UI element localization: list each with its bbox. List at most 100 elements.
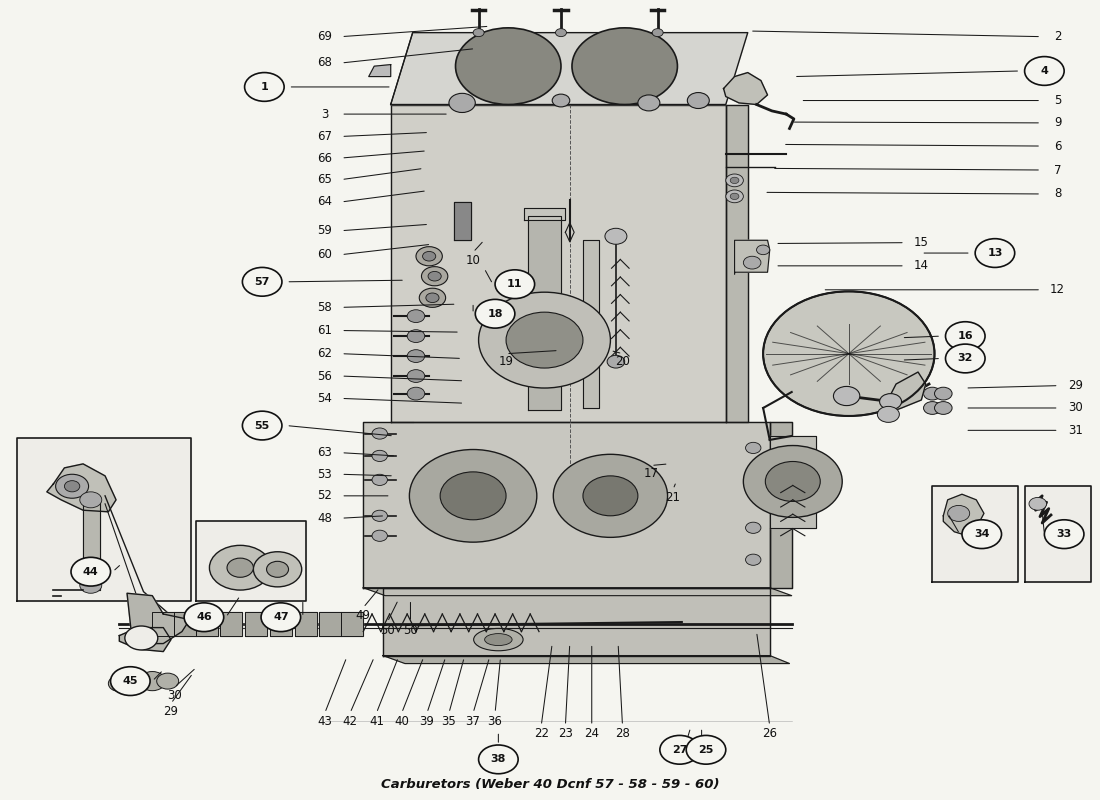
Text: 9: 9: [1054, 116, 1062, 130]
Circle shape: [416, 246, 442, 266]
Text: 57: 57: [254, 277, 270, 287]
Circle shape: [372, 530, 387, 542]
Polygon shape: [770, 436, 816, 528]
Polygon shape: [119, 628, 170, 651]
Text: 24: 24: [584, 727, 600, 740]
Polygon shape: [174, 612, 196, 635]
Text: 2: 2: [1054, 30, 1062, 43]
Text: 58: 58: [318, 301, 332, 314]
Text: 45: 45: [122, 676, 139, 686]
Text: 68: 68: [317, 57, 332, 70]
Text: 44: 44: [82, 566, 99, 577]
Circle shape: [556, 29, 566, 37]
Circle shape: [962, 520, 1001, 549]
Text: 50: 50: [403, 623, 418, 637]
Polygon shape: [383, 588, 770, 655]
Polygon shape: [528, 216, 561, 410]
Circle shape: [372, 474, 387, 486]
Circle shape: [261, 603, 300, 631]
Polygon shape: [880, 372, 926, 416]
Text: 65: 65: [317, 173, 332, 186]
Polygon shape: [770, 422, 792, 588]
Circle shape: [976, 238, 1014, 267]
Circle shape: [65, 481, 80, 492]
Circle shape: [638, 95, 660, 111]
Circle shape: [56, 474, 89, 498]
Text: 55: 55: [254, 421, 270, 430]
Text: 20: 20: [615, 355, 630, 368]
Circle shape: [80, 578, 102, 594]
Text: 23: 23: [558, 727, 573, 740]
Text: 38: 38: [491, 754, 506, 764]
Circle shape: [924, 402, 942, 414]
Text: 43: 43: [317, 714, 332, 727]
Text: 25: 25: [698, 745, 714, 754]
Circle shape: [878, 406, 900, 422]
Circle shape: [242, 267, 282, 296]
Polygon shape: [126, 594, 189, 643]
Text: 41: 41: [368, 714, 384, 727]
Circle shape: [686, 735, 726, 764]
Circle shape: [583, 476, 638, 516]
Polygon shape: [1024, 486, 1090, 582]
Circle shape: [746, 442, 761, 454]
Text: 13: 13: [988, 248, 1002, 258]
Circle shape: [372, 428, 387, 439]
Text: 19: 19: [498, 355, 514, 368]
Polygon shape: [47, 464, 116, 512]
Circle shape: [407, 387, 425, 400]
Circle shape: [473, 29, 484, 37]
Polygon shape: [726, 105, 748, 422]
Circle shape: [266, 562, 288, 578]
Circle shape: [407, 330, 425, 342]
Circle shape: [726, 190, 744, 202]
Circle shape: [880, 394, 902, 410]
Text: 18: 18: [487, 309, 503, 318]
Text: 52: 52: [317, 490, 332, 502]
Circle shape: [553, 454, 668, 538]
Circle shape: [730, 177, 739, 183]
Polygon shape: [84, 496, 100, 590]
Circle shape: [478, 745, 518, 774]
Circle shape: [372, 510, 387, 522]
Circle shape: [409, 450, 537, 542]
Text: 67: 67: [317, 130, 332, 143]
Circle shape: [744, 256, 761, 269]
Text: 60: 60: [317, 248, 332, 261]
Polygon shape: [583, 240, 600, 408]
Circle shape: [184, 603, 223, 631]
Polygon shape: [454, 202, 471, 240]
Text: 14: 14: [914, 259, 928, 272]
Text: 34: 34: [974, 529, 990, 539]
Circle shape: [766, 462, 821, 502]
Circle shape: [607, 355, 625, 368]
Text: 32: 32: [958, 354, 974, 363]
Polygon shape: [319, 612, 341, 635]
Circle shape: [572, 28, 678, 105]
Text: 11: 11: [507, 279, 522, 290]
Circle shape: [428, 271, 441, 281]
Polygon shape: [390, 33, 748, 105]
Text: 30: 30: [1068, 402, 1082, 414]
Circle shape: [924, 387, 942, 400]
Circle shape: [605, 228, 627, 244]
Text: 40: 40: [394, 714, 409, 727]
Text: 10: 10: [465, 254, 481, 266]
Circle shape: [111, 666, 150, 695]
Circle shape: [688, 93, 710, 109]
Text: 54: 54: [317, 392, 332, 405]
Circle shape: [72, 558, 111, 586]
Text: 48: 48: [317, 512, 332, 525]
Circle shape: [455, 28, 561, 105]
Circle shape: [419, 288, 446, 307]
Circle shape: [948, 506, 970, 522]
Circle shape: [475, 299, 515, 328]
Circle shape: [80, 492, 102, 508]
Text: 26: 26: [762, 727, 778, 740]
Text: 7: 7: [1054, 163, 1062, 177]
Circle shape: [746, 482, 761, 494]
Text: Carburetors (Weber 40 Dcnf 57 - 58 - 59 - 60): Carburetors (Weber 40 Dcnf 57 - 58 - 59 …: [381, 778, 719, 791]
Text: 59: 59: [317, 224, 332, 237]
Text: 47: 47: [273, 612, 288, 622]
Circle shape: [372, 450, 387, 462]
